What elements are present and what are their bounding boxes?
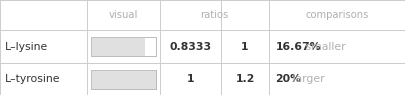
Text: 20%: 20% [275, 74, 302, 84]
Bar [91, 37, 156, 56]
Text: smaller: smaller [302, 42, 346, 52]
Text: L–tyrosine: L–tyrosine [5, 74, 60, 84]
Text: ratios: ratios [200, 10, 229, 20]
Text: 1: 1 [241, 42, 249, 52]
Text: visual: visual [109, 10, 138, 20]
Text: larger: larger [289, 74, 324, 84]
Bar [91, 70, 156, 89]
Text: 1.2: 1.2 [235, 74, 255, 84]
Text: 16.67%: 16.67% [275, 42, 321, 52]
Bar [91, 37, 156, 56]
Text: L–lysine: L–lysine [5, 42, 48, 52]
Bar [91, 37, 145, 56]
Bar [91, 70, 156, 89]
Text: 1: 1 [187, 74, 194, 84]
Text: comparisons: comparisons [305, 10, 369, 20]
Text: 0.8333: 0.8333 [169, 42, 211, 52]
Bar [91, 70, 156, 89]
